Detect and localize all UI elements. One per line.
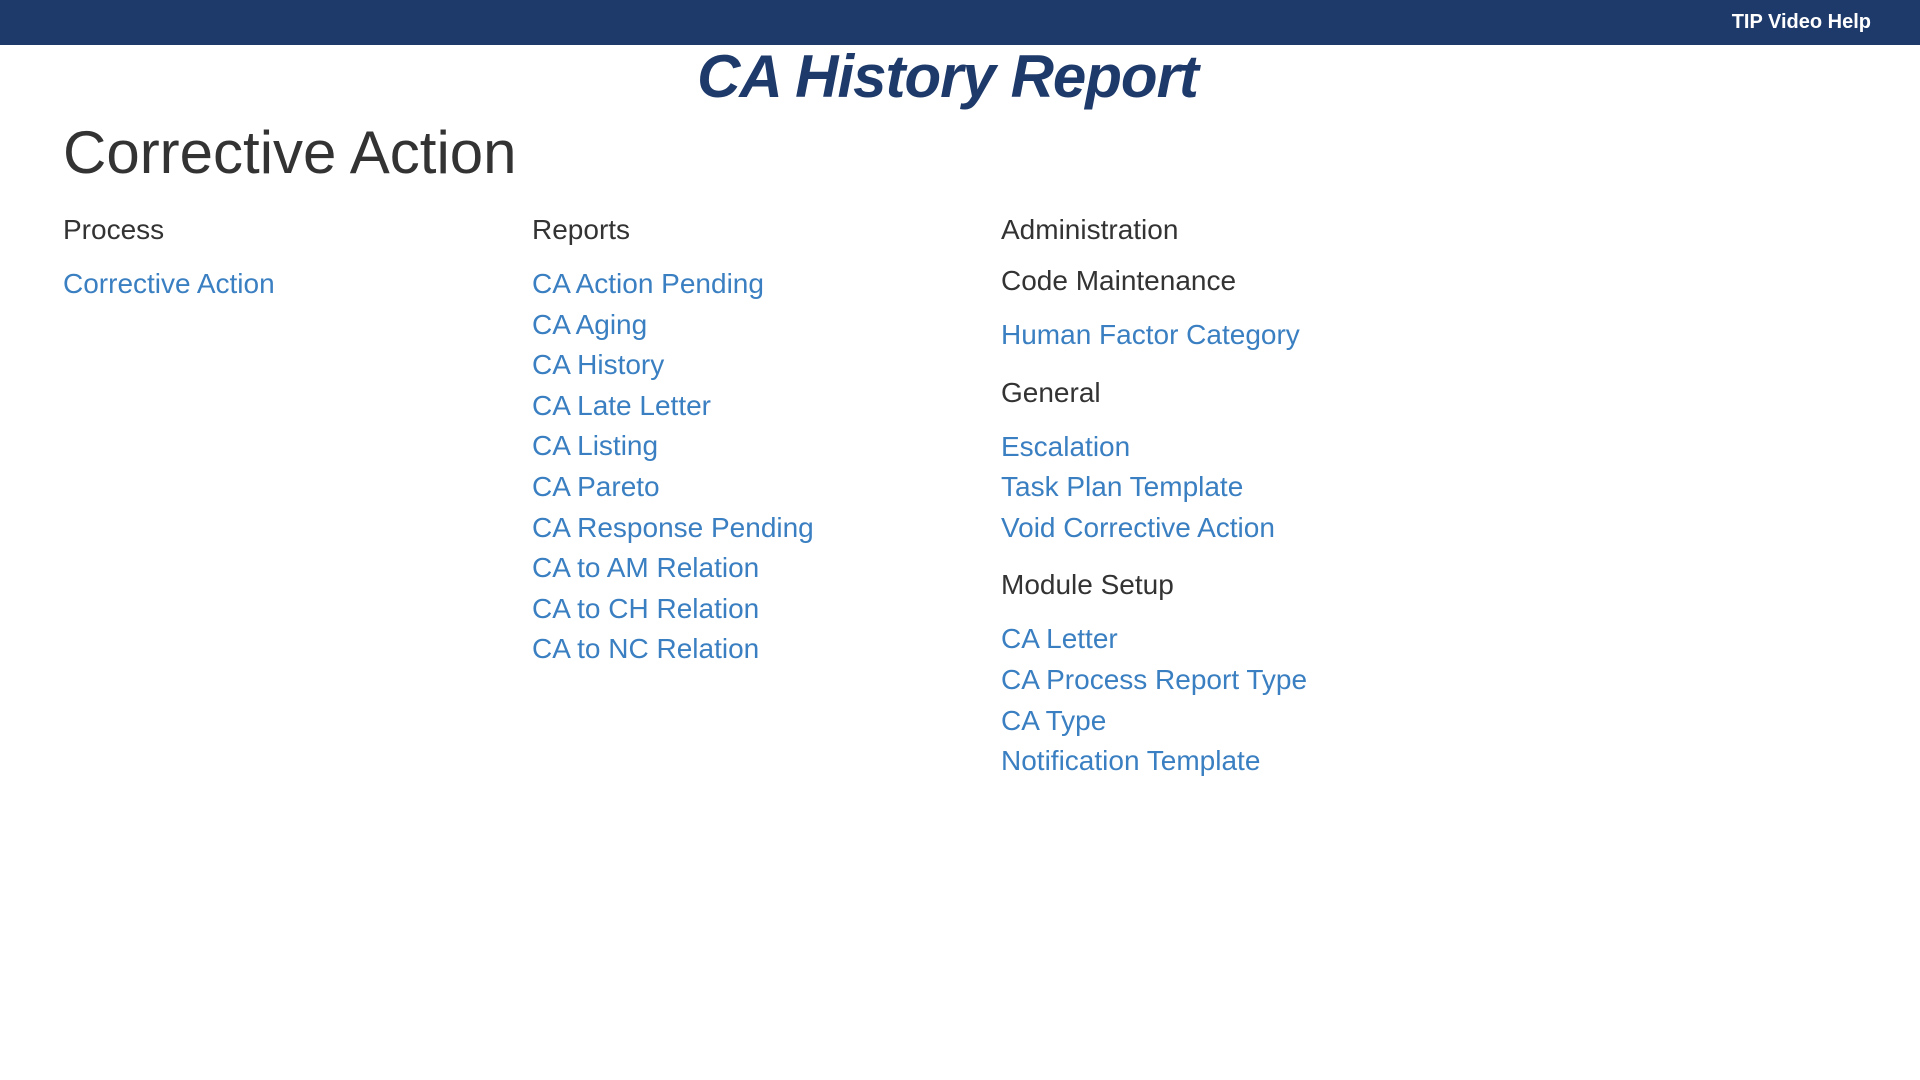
- link-ca-type[interactable]: CA Type: [1001, 704, 1107, 736]
- link-ca-response-pending[interactable]: CA Response Pending: [532, 511, 814, 543]
- link-escalation[interactable]: Escalation: [1001, 430, 1131, 462]
- administration-column: Administration Code Maintenance Human Fac…: [1001, 213, 1307, 782]
- group-header-general: General: [1001, 376, 1101, 408]
- link-ca-aging[interactable]: CA Aging: [532, 308, 648, 340]
- link-ca-letter[interactable]: CA Letter: [1001, 623, 1118, 655]
- link-ca-to-nc-relation[interactable]: CA to NC Relation: [532, 633, 760, 665]
- link-ca-listing[interactable]: CA Listing: [532, 430, 659, 462]
- group-header-module-setup: Module Setup: [1001, 569, 1174, 601]
- administration-header: Administration: [1001, 214, 1179, 245]
- link-void-corrective-action[interactable]: Void Corrective Action: [1001, 511, 1275, 543]
- link-notification-template[interactable]: Notification Template: [1001, 745, 1261, 777]
- link-ca-process-report-type[interactable]: CA Process Report Type: [1001, 663, 1308, 695]
- link-ca-late-letter[interactable]: CA Late Letter: [532, 389, 712, 421]
- tip-video-help-link[interactable]: TIP Video Help: [1731, 11, 1871, 33]
- top-bar: TIP Video Help: [0, 0, 1920, 45]
- page-banner-title: CA History Report: [697, 43, 1199, 110]
- link-corrective-action[interactable]: Corrective Action: [63, 268, 275, 299]
- link-ca-pareto[interactable]: CA Pareto: [532, 470, 660, 502]
- link-ca-to-ch-relation[interactable]: CA to CH Relation: [532, 592, 760, 624]
- page-title: Corrective Action: [63, 119, 517, 186]
- link-ca-to-am-relation[interactable]: CA to AM Relation: [532, 552, 760, 584]
- link-task-plan-template[interactable]: Task Plan Template: [1001, 471, 1244, 503]
- link-human-factor-category[interactable]: Human Factor Category: [1001, 319, 1300, 350]
- process-header: Process: [63, 214, 165, 245]
- link-ca-action-pending[interactable]: CA Action Pending: [532, 268, 764, 299]
- process-column: Process Corrective Action: [63, 213, 275, 305]
- link-ca-history[interactable]: CA History: [532, 349, 665, 381]
- group-header-code-maintenance: Code Maintenance: [1001, 265, 1237, 296]
- reports-column: Reports CA Action Pending CA Aging CA Hist…: [532, 213, 814, 670]
- reports-header: Reports: [532, 214, 631, 245]
